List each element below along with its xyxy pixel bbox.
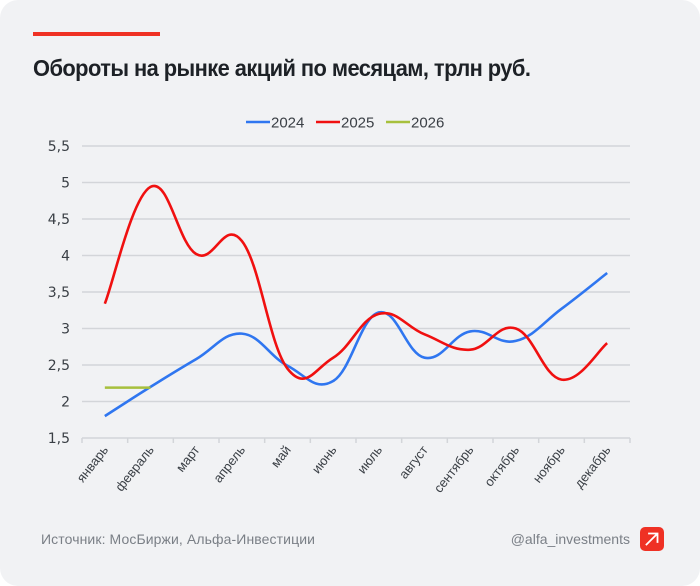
- legend: 2024 2025 2026: [246, 115, 444, 132]
- legend-item-2025[interactable]: 2025: [316, 115, 374, 132]
- x-axis: январь февраль март апрель май июнь июль август…: [73, 438, 631, 495]
- series-lines: [103, 184, 609, 418]
- chart-title: Обороты на рынке акций по месяцам, трлн …: [33, 55, 531, 81]
- legend-item-2026[interactable]: 2026: [386, 115, 444, 132]
- y-tick-label: 4: [61, 249, 70, 265]
- x-tick-label: май: [268, 443, 294, 471]
- series-line-2025: [103, 184, 609, 381]
- x-tick-label: март: [173, 443, 203, 475]
- x-tick-label: февраль: [112, 442, 157, 494]
- x-tick-label: ноябрь: [530, 442, 568, 485]
- y-tick-label: 5: [61, 176, 70, 192]
- x-tick-label: август: [396, 443, 431, 482]
- line-chart: 2024 2025 2026 1,5 2 2,5 3 3,5 4 4,5 5 5,5 январь ф…: [48, 115, 631, 495]
- series-line-2024: [104, 271, 608, 418]
- y-tick-label: 3: [61, 322, 70, 338]
- y-tick-label: 2: [61, 395, 70, 411]
- y-tick-label: 3,5: [48, 285, 70, 301]
- x-tick-label: июль: [354, 442, 385, 476]
- x-tick-label: июнь: [309, 442, 340, 476]
- x-tick-label: апрель: [210, 442, 248, 485]
- legend-label: 2024: [271, 115, 304, 132]
- grid-lines: [82, 145, 630, 439]
- y-axis-ticks: 1,5 2 2,5 3 3,5 4 4,5 5 5,5: [48, 139, 70, 447]
- y-tick-label: 4,5: [48, 212, 70, 228]
- alfa-arrow-logo-icon: [640, 527, 664, 551]
- legend-item-2024[interactable]: 2024: [246, 115, 304, 132]
- x-tick-label: декабрь: [571, 442, 613, 490]
- source-note: Источник: МосБиржи, Альфа-Инвестиции: [41, 531, 316, 547]
- social-handle[interactable]: @alfa_investments: [510, 531, 630, 547]
- x-tick-label: январь: [73, 442, 111, 485]
- legend-label: 2025: [341, 115, 374, 132]
- accent-bar: [33, 32, 160, 36]
- legend-label: 2026: [411, 115, 444, 132]
- x-tick-label: сентябрь: [431, 442, 477, 495]
- y-tick-label: 2,5: [48, 358, 70, 374]
- y-tick-label: 1,5: [48, 431, 70, 447]
- x-tick-label: октябрь: [481, 442, 522, 489]
- y-tick-label: 5,5: [48, 139, 70, 155]
